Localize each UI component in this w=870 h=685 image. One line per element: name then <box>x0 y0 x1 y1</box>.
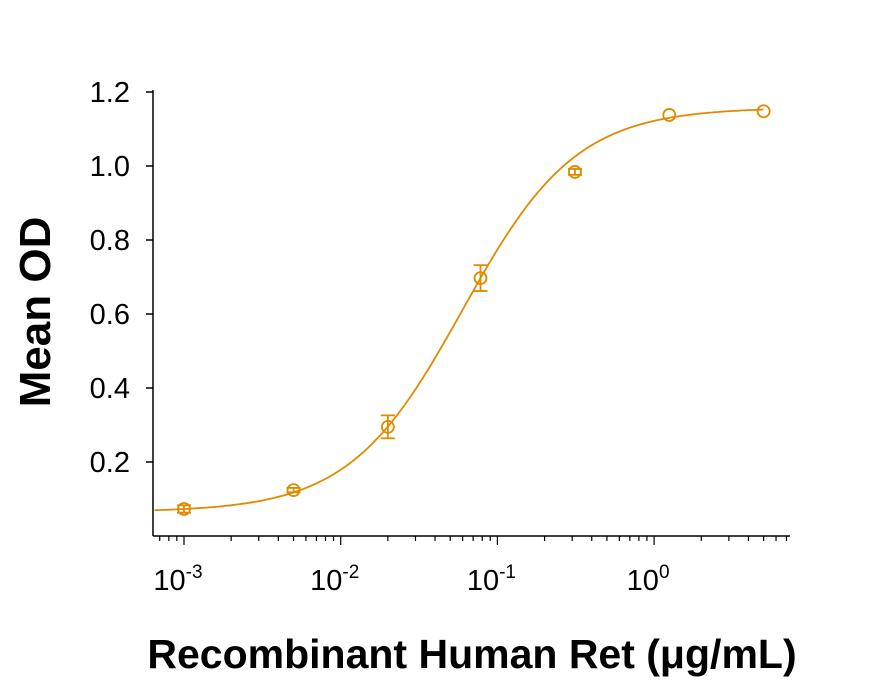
y-tick-label: 0.4 <box>90 373 130 405</box>
data-point <box>286 483 301 498</box>
fit-curve <box>154 108 764 512</box>
y-tick-label: 0.6 <box>90 299 130 331</box>
y-tick-label: 0.8 <box>90 225 130 257</box>
x-tick-label: 10-1 <box>467 562 516 597</box>
data-point <box>662 108 677 122</box>
x-ticks: 10-3 10-2 10-1 100 <box>153 536 788 597</box>
data-point <box>380 419 395 434</box>
y-tick-label: 1.2 <box>90 77 130 109</box>
data-point <box>756 104 771 119</box>
x-axis-title: Recombinant Human Ret (μg/mL) <box>147 631 796 677</box>
y-tick-label: 0.2 <box>90 447 130 479</box>
x-tick-label: 10-2 <box>310 562 359 597</box>
plot-area <box>154 104 771 516</box>
data-point <box>568 165 582 179</box>
y-axis-title: Mean OD <box>11 217 60 408</box>
y-tick-label: 1.0 <box>90 151 130 183</box>
x-tick-label: 100 <box>627 562 670 597</box>
axes <box>152 90 790 537</box>
y-ticks: 0.2 0.4 0.6 0.8 1.0 1.2 <box>90 77 153 479</box>
data-point <box>473 271 488 286</box>
data-point <box>177 502 191 516</box>
x-tick-label: 10-3 <box>153 562 202 597</box>
